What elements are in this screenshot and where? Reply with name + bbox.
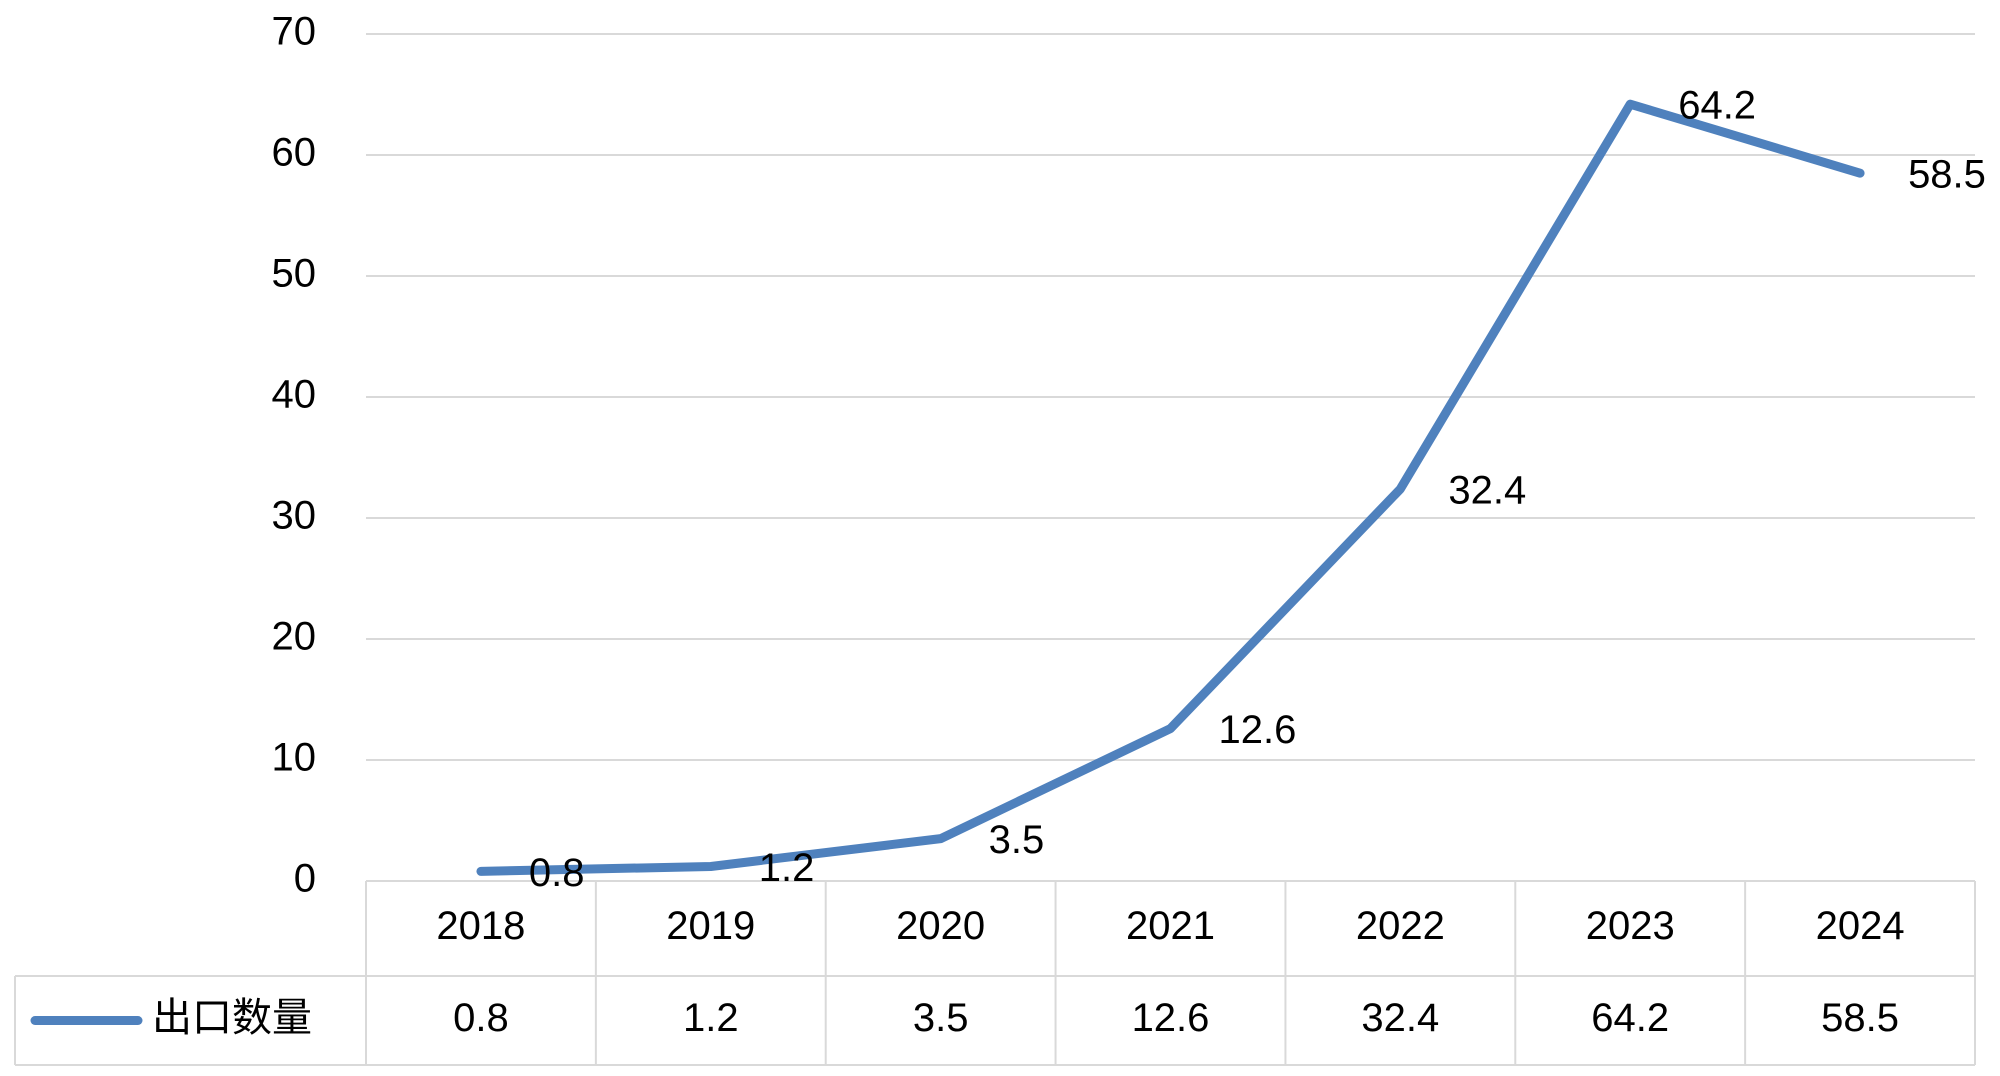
x-tick-label: 2021	[1126, 904, 1215, 948]
data-label: 64.2	[1678, 84, 1756, 128]
data-label: 58.5	[1908, 153, 1986, 197]
y-tick-label: 60	[272, 131, 317, 175]
data-label: 1.2	[759, 846, 815, 890]
table-value: 3.5	[913, 996, 969, 1040]
y-tick-label: 30	[272, 494, 317, 538]
x-tick-label: 2018	[436, 904, 525, 948]
x-tick-label: 2024	[1816, 904, 1905, 948]
y-tick-label: 70	[272, 10, 317, 54]
x-tick-label: 2022	[1356, 904, 1445, 948]
x-tick-label: 2019	[666, 904, 755, 948]
table-value: 32.4	[1361, 996, 1439, 1040]
y-tick-label: 20	[272, 615, 317, 659]
table-value: 1.2	[683, 996, 739, 1040]
data-label: 12.6	[1219, 708, 1297, 752]
table-value: 0.8	[453, 996, 509, 1040]
data-label: 3.5	[989, 818, 1045, 862]
data-label: 32.4	[1448, 469, 1526, 513]
data-label: 0.8	[529, 851, 585, 895]
series-line	[476, 99, 1865, 876]
table-value: 12.6	[1132, 996, 1210, 1040]
y-tick-label: 0	[294, 857, 316, 901]
y-tick-label: 50	[272, 252, 317, 296]
legend-label: 出口数量	[152, 996, 312, 1040]
y-tick-label: 10	[272, 736, 317, 780]
table-value: 64.2	[1591, 996, 1669, 1040]
x-tick-label: 2023	[1586, 904, 1675, 948]
table-value: 58.5	[1821, 996, 1899, 1040]
x-tick-label: 2020	[896, 904, 985, 948]
y-tick-label: 40	[272, 373, 317, 417]
